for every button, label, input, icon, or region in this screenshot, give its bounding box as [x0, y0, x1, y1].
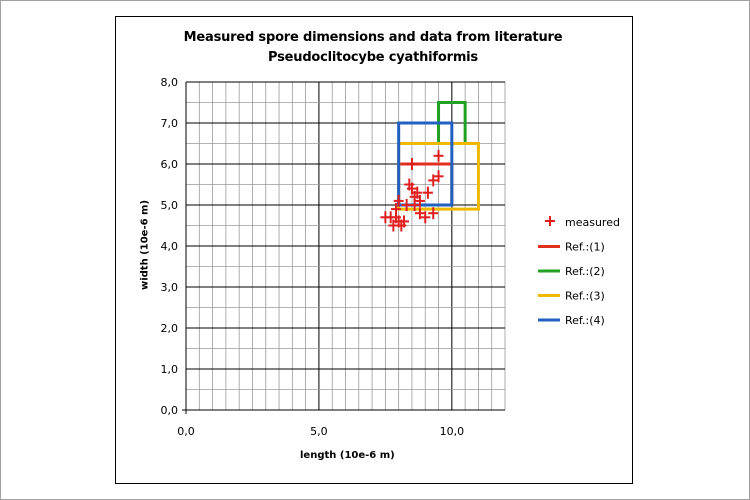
measured-point: [428, 174, 439, 187]
legend-label: Ref.:(1): [565, 241, 605, 254]
measured-point: [393, 194, 404, 207]
y-tick-label: 3,0: [161, 281, 179, 294]
measured-point: [409, 199, 420, 211]
y-tick-label: 5,0: [161, 199, 179, 212]
x-tick-label: 0,0: [177, 425, 195, 438]
y-tick-label: 4,0: [161, 240, 179, 253]
x-tick-label: 10,0: [440, 425, 465, 438]
legend-label: measured: [565, 216, 620, 229]
ref-rectangle: [397, 121, 454, 207]
measured-point: [414, 194, 425, 207]
measured-point: [433, 149, 444, 162]
measured-point: [433, 170, 444, 183]
measured-point: [414, 207, 425, 220]
y-tick-label: 8,0: [161, 76, 179, 89]
legend-label: Ref.:(4): [565, 314, 605, 327]
measured-point: [406, 158, 417, 170]
measured-point: [391, 203, 402, 216]
measured-point: [420, 211, 431, 224]
x-axis-title: length (10e-6 m): [300, 450, 395, 461]
legend-label: Ref.:(3): [565, 290, 605, 303]
chart-title: Measured spore dimensions and data from …: [183, 30, 563, 45]
y-tick-label: 1,0: [161, 363, 179, 376]
y-tick-label: 7,0: [161, 117, 179, 130]
x-tick-label: 5,0: [310, 425, 328, 438]
legend-label: Ref.:(2): [565, 265, 605, 278]
y-tick-label: 6,0: [161, 158, 179, 171]
measured-point: [404, 178, 415, 191]
measured-point: [398, 215, 409, 228]
y-tick-label: 2,0: [161, 322, 179, 335]
chart-subtitle: Pseudoclitocybe cyathiformis: [268, 50, 478, 65]
measured-point: [422, 186, 433, 199]
measured-point: [412, 186, 423, 199]
measured-point: [428, 207, 439, 220]
y-tick-label: 0,0: [161, 404, 179, 417]
